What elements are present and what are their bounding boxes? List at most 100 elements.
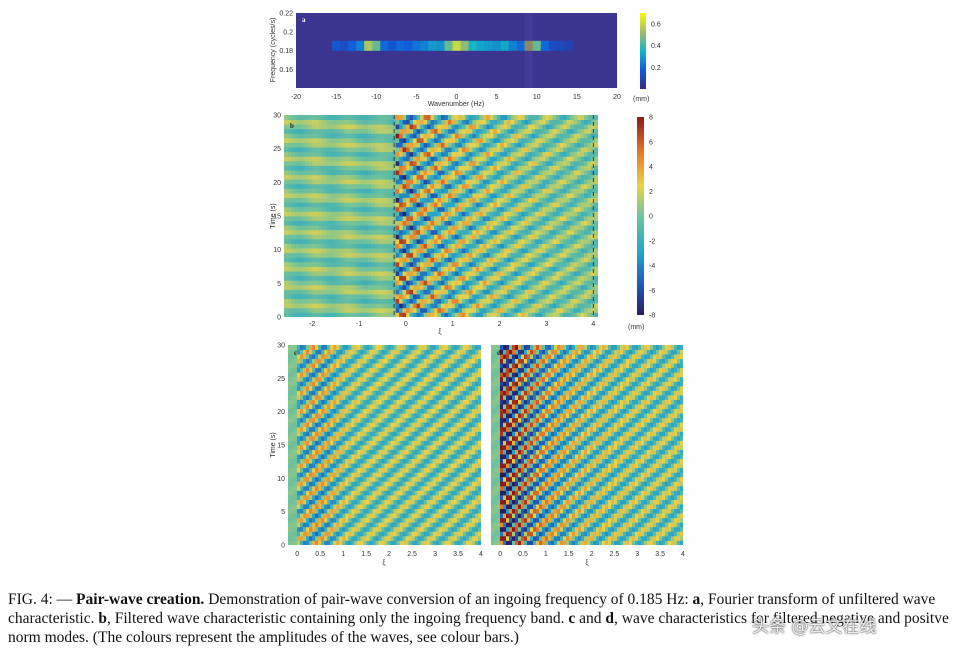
panel-b-cell [318, 133, 323, 139]
panel-b-cell [353, 183, 358, 189]
panel-c-cell [300, 395, 304, 400]
panel-c-cell [351, 522, 355, 528]
panel-b-cell [524, 280, 529, 286]
panel-b-cell [559, 229, 564, 235]
panel-c-cell [303, 476, 307, 482]
panel-b-cell [339, 261, 344, 267]
panel-c-cell [324, 440, 328, 446]
panel-c-cell [294, 540, 298, 545]
panel-b-cell [461, 137, 466, 143]
panel-b-cell [559, 115, 564, 120]
panel-c-cell [318, 449, 322, 455]
panel-b-cell [570, 124, 574, 130]
panel-b-cell [437, 261, 442, 267]
panel-a-column [524, 13, 533, 88]
panel-b-cell [489, 252, 494, 258]
panel-b-cell [549, 312, 554, 317]
panel-b-cell [584, 257, 588, 263]
panel-b-cell [301, 271, 306, 277]
panel-b-cell [521, 220, 526, 226]
panel-b-cell [399, 202, 404, 208]
panel-b-cell [311, 119, 316, 125]
panel-b-cell [402, 289, 407, 295]
panel-b-cell [294, 147, 299, 153]
panel-b-cell [329, 307, 334, 313]
panel-b-cell [343, 124, 348, 130]
panel-b-cell [388, 238, 393, 244]
panel-b-cell [521, 289, 526, 295]
panel-b-cell [549, 220, 554, 226]
panel-c-cell [300, 467, 304, 473]
panel-b-cell [339, 275, 344, 281]
panel-b-cell [451, 312, 456, 317]
panel-b-cell [577, 234, 581, 240]
panel-a-ytick: 0.16 [279, 67, 293, 74]
panel-b-cell [587, 206, 592, 212]
panel-b-cell [503, 147, 508, 153]
panel-b-cell [437, 202, 442, 208]
panel-b-cell [524, 307, 529, 313]
panel-b-cell [461, 271, 466, 277]
panel-b-cell [374, 197, 379, 203]
panel-b-cell [311, 165, 316, 171]
panel-b-cell [535, 257, 540, 263]
panel-b-cell [402, 170, 407, 176]
panel-c-cell [327, 372, 331, 378]
panel-b-cell [507, 248, 512, 254]
panel-c-cell [297, 435, 301, 441]
panel-b-cell [325, 248, 330, 254]
panel-b-cell [367, 275, 372, 281]
panel-b-cell [430, 312, 435, 317]
panel-b-cell [284, 289, 288, 295]
panel-b-cell [329, 174, 334, 180]
panel-c-cell [321, 390, 325, 396]
panel-c-cell [303, 508, 307, 514]
panel-b-cell [465, 174, 470, 180]
panel-b-cell [542, 307, 547, 313]
panel-b-ytick: 30 [273, 113, 281, 120]
panel-b-cell [343, 147, 348, 153]
panel-c-cell [300, 495, 304, 500]
panel-c-cell [312, 367, 316, 373]
panel-b-cell [580, 252, 585, 258]
panel-c-cell [330, 449, 334, 455]
panel-b-cell [454, 197, 459, 203]
panel-b-cell [500, 220, 505, 226]
panel-b-cell [500, 225, 505, 231]
panel-b-cell [332, 238, 337, 244]
panel-b-cell [542, 115, 547, 120]
panel-b-cell [521, 257, 526, 263]
panel-b-cell [343, 234, 348, 240]
panel-b-cell [301, 151, 306, 157]
panel-b-cell [336, 238, 341, 244]
panel-b-cell [451, 271, 456, 277]
panel-b-cell [514, 220, 519, 226]
panel-b-cell [521, 188, 526, 194]
panel-c-cell [348, 435, 352, 441]
panel-c-cell [318, 485, 322, 491]
panel-b-cell [496, 289, 501, 295]
panel-b-cell [472, 156, 477, 162]
panel-b-cell [496, 280, 501, 286]
panel-c-cell [288, 490, 292, 496]
panel-b-cell [325, 188, 330, 194]
panel-b-cell [413, 165, 417, 171]
panel-b-cell [514, 156, 519, 162]
panel-b-cell [545, 174, 550, 180]
panel-b-cell [374, 128, 379, 134]
panel-b-cell [346, 188, 351, 194]
panel-c-cell [333, 435, 337, 441]
panel-b-cell [521, 275, 526, 281]
panel-b-cell [538, 137, 543, 143]
panel-b-cell [364, 179, 369, 185]
panel-b-cell [507, 206, 512, 212]
panel-b-cell [580, 271, 585, 277]
panel-b-cell [409, 284, 414, 290]
panel-b-cell [413, 193, 417, 199]
panel-b-cell [402, 225, 407, 231]
panel-b-cell [538, 248, 543, 254]
panel-b-cell [594, 216, 598, 221]
panel-b-cell [409, 183, 414, 189]
panel-c-cell [333, 540, 337, 545]
panel-b-cell [489, 142, 494, 148]
